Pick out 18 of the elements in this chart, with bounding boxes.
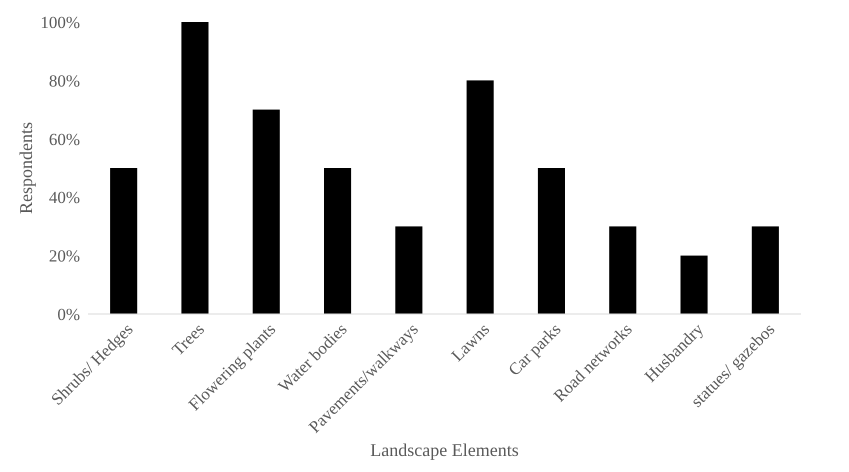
bar [538, 168, 565, 314]
bar [252, 110, 280, 314]
bar [181, 22, 208, 314]
y-tick-label: 60% [48, 130, 80, 149]
y-axis-title: Respondents [16, 122, 36, 214]
bar [466, 80, 494, 314]
bar [110, 168, 138, 314]
y-tick-label: 100% [40, 12, 80, 32]
bar [324, 168, 352, 314]
x-axis-title: Landscape Elements [370, 440, 519, 460]
y-tick-label: 40% [48, 188, 80, 208]
y-tick-label: 20% [48, 246, 80, 266]
y-tick-label: 0% [57, 304, 80, 324]
y-tick-label: 80% [48, 71, 80, 90]
bar [609, 226, 636, 314]
bar [752, 226, 779, 314]
bar [680, 256, 708, 314]
bar [395, 226, 422, 314]
